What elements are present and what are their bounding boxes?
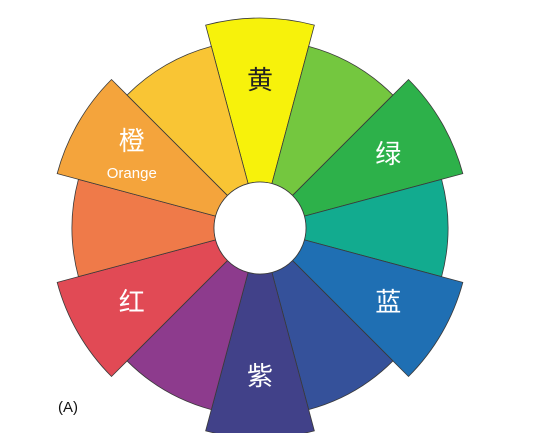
sublabel-orange: Orange — [107, 165, 157, 182]
label-violet: 紫 — [247, 362, 273, 392]
center-hole — [213, 181, 307, 275]
label-red: 红 — [119, 288, 145, 318]
panel-label: (A) — [58, 399, 78, 416]
label-green: 绿 — [375, 140, 401, 170]
label-blue: 蓝 — [375, 288, 401, 318]
wheel-segments — [56, 17, 464, 433]
label-orange: 橙 — [119, 127, 145, 157]
label-yellow: 黄 — [247, 66, 273, 96]
